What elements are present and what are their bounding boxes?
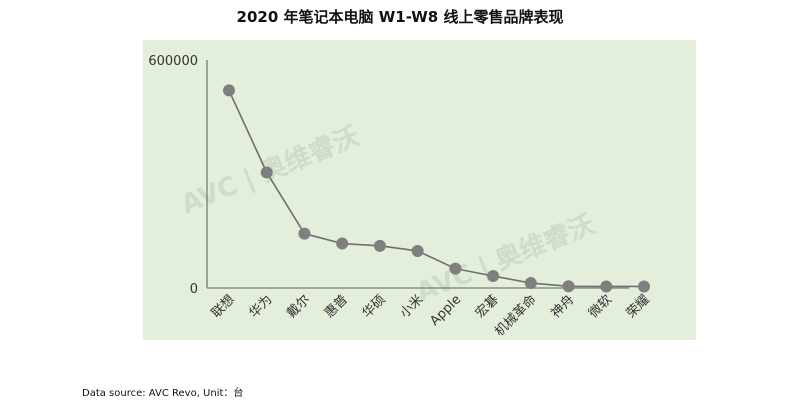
x-tick-label: 惠普 [322,292,351,321]
data-point [223,84,235,97]
data-point [373,239,386,252]
x-tick-label: 华为 [247,292,276,321]
data-point [411,244,424,257]
x-tick-label: 小米 [397,292,426,321]
x-tick-label: 机械革命 [492,292,540,340]
data-point [260,166,273,179]
data-point [487,269,500,282]
data-source-footer: Data source: AVC Revo, Unit：台 [82,388,244,399]
series-line [228,90,644,288]
x-tick-label: 荣耀 [624,292,653,321]
x-tick-label: 华硕 [360,292,389,321]
data-point [600,280,613,293]
x-tick-label: 神舟 [548,292,577,321]
data-point [524,277,537,290]
data-point [298,227,311,240]
chart-title: 2020 年笔记本电脑 W1-W8 线上零售品牌表现 [236,8,564,26]
y-tick-label: 0 [190,282,198,297]
x-tick-label: 微软 [586,292,615,321]
x-tick-label: 戴尔 [284,292,313,321]
x-tick-label: Apple [427,292,464,329]
data-point [562,280,575,293]
y-tick-label: 600000 [148,54,198,69]
data-point [336,237,349,250]
x-tick-label: 联想 [208,292,238,322]
x-tick-label: 宏碁 [473,292,502,321]
data-point [449,262,462,275]
data-point [638,280,650,293]
